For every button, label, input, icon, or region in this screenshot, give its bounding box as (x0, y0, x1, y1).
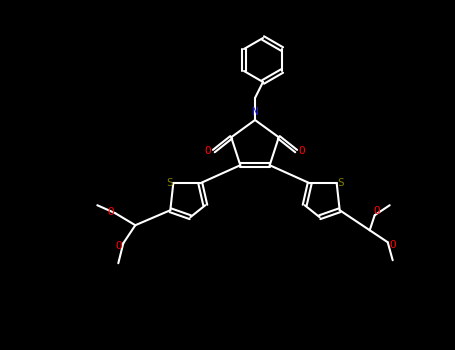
Text: O: O (107, 207, 114, 217)
Text: N: N (252, 107, 258, 117)
Text: O: O (373, 206, 380, 216)
Text: O: O (204, 146, 211, 156)
Text: O: O (299, 146, 306, 156)
Text: S: S (166, 178, 173, 188)
Text: O: O (389, 240, 396, 250)
Text: O: O (115, 241, 121, 251)
Text: S: S (337, 178, 344, 188)
